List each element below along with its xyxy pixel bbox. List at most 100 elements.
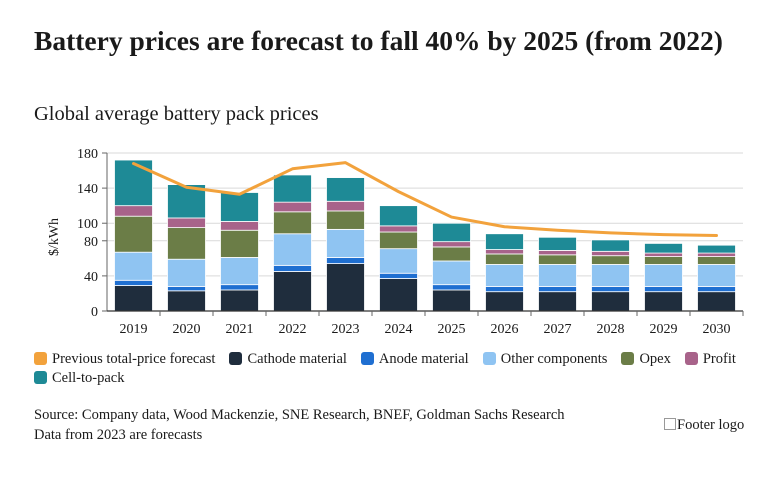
legend-swatch [482,352,496,365]
x-tick-label: 2028 [597,322,625,337]
bar-segment [220,289,259,312]
bar-segment [326,257,365,265]
bar-segment [644,291,683,312]
bar-segment [220,192,259,222]
bar-segment [220,221,259,231]
y-tick-label: 100 [77,217,98,232]
legend-item: Previous total-price forecast [34,350,215,369]
y-tick-label: 0 [91,305,98,320]
bar-segment [485,291,524,312]
legend-item: Anode material [360,350,469,369]
legend-label: Cathode material [247,351,347,367]
x-tick-label: 2021 [226,322,254,337]
bar-segment [167,290,206,312]
x-tick-label: 2030 [703,322,731,337]
x-tick-label: 2027 [544,322,572,337]
x-tick-label: 2019 [120,322,148,337]
legend-swatch [34,371,47,384]
legend-item: Cathode material [229,350,347,369]
bars [114,159,736,312]
bar-segment [432,222,471,243]
bar-segment [485,249,524,255]
legend-item: Cell-to-pack [34,369,124,388]
bar-segment [644,243,683,254]
bar-segment [538,286,577,293]
legend-label: Profit [702,351,736,367]
bar-segment [644,256,683,265]
legend-item: Opex [621,350,671,369]
x-tick-label: 2023 [332,322,360,337]
bar-segment [485,286,524,293]
bar-segment [432,289,471,312]
bar-segment [697,291,736,312]
legend-label: Previous total-price forecast [52,351,216,367]
bar-segment [697,264,736,287]
bar-segment [273,211,312,235]
legend-swatch [684,352,698,365]
x-tick-label: 2022 [279,322,307,337]
bar-segment [591,239,630,252]
bar-segment [538,264,577,287]
x-tick-label: 2024 [385,322,413,337]
y-tick-label: 180 [77,147,98,162]
bar-segment [114,251,153,281]
legend: Previous total-price forecast Cathode mat… [34,350,754,388]
bar-segment [697,256,736,265]
chart-subtitle: Global average battery pack prices [34,103,319,125]
bar-segment [644,264,683,287]
bar-segment [167,217,206,229]
bar-segment [114,205,153,217]
x-tick-label: 2025 [438,322,466,337]
legend-label: Other components [500,351,608,367]
bar-segment [167,286,206,292]
legend-item: Other components [482,350,608,369]
forecast-line-layer [132,161,718,238]
bar-segment [591,250,630,257]
bar-segment [220,229,259,258]
bar-segment [697,252,736,257]
bar-segment [432,246,471,262]
bar-segment [273,271,312,312]
bar-segment [432,241,471,248]
bar-segment [538,254,577,265]
bar-segment [697,244,736,254]
footer-logo-alt: Footer logo [677,417,745,433]
bar-segment [644,286,683,293]
legend-swatch [229,352,243,365]
bar-segment [591,291,630,312]
bar-segment [432,260,471,286]
bar-segment [591,264,630,287]
bar-segment [326,263,365,312]
bar-segment [379,231,418,250]
legend-label: Cell-to-pack [52,370,125,386]
y-tick-label: 40 [84,270,98,285]
legend-swatch [621,352,635,365]
bar-segment [167,258,206,287]
bar-segment [644,252,683,257]
footer-logo: Footer logo [664,415,754,435]
bar-segment [538,291,577,312]
forecast-line [132,161,718,238]
chart-title: Battery prices are forecast to fall 40% … [34,25,723,56]
bar-segment [273,264,312,272]
bar-segment [326,228,365,258]
x-tick-label: 2026 [491,322,519,337]
bar-segment [379,225,418,233]
bar-segment [591,255,630,265]
bar-segment [273,174,312,203]
bar-segment [379,248,418,274]
bar-segment [379,278,418,312]
bar-segment [697,286,736,293]
legend-swatch [34,352,47,365]
x-tick-label: 2020 [173,322,201,337]
x-tick-label: 2029 [650,322,678,337]
axes: 0 40 80 100 140 180 2019 2020 2021 2022 2023 2024 20… [77,147,744,337]
legend-label: Anode material [378,351,469,367]
bar-segment [114,285,153,312]
bar-segment [538,250,577,256]
bar-segment [485,233,524,250]
bar-segment [273,201,312,213]
bar-segment [220,284,259,291]
legend-item: Profit [684,350,736,369]
y-axis-label: $/kWh [47,218,62,256]
